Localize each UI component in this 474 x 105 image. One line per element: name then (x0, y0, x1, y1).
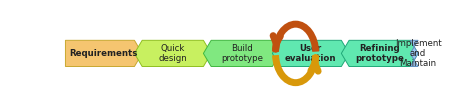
Polygon shape (341, 40, 418, 66)
Text: Implement
and
Maintain: Implement and Maintain (395, 39, 441, 68)
Polygon shape (410, 40, 418, 66)
Polygon shape (135, 40, 211, 66)
Polygon shape (273, 40, 349, 66)
Text: Refining
prototype: Refining prototype (356, 44, 404, 63)
Polygon shape (65, 40, 142, 66)
Polygon shape (203, 40, 280, 66)
Text: Requirements: Requirements (70, 49, 138, 58)
Text: Build
prototype: Build prototype (221, 44, 263, 63)
Text: User
evaluation: User evaluation (285, 44, 337, 63)
Text: Quick
design: Quick design (158, 44, 187, 63)
